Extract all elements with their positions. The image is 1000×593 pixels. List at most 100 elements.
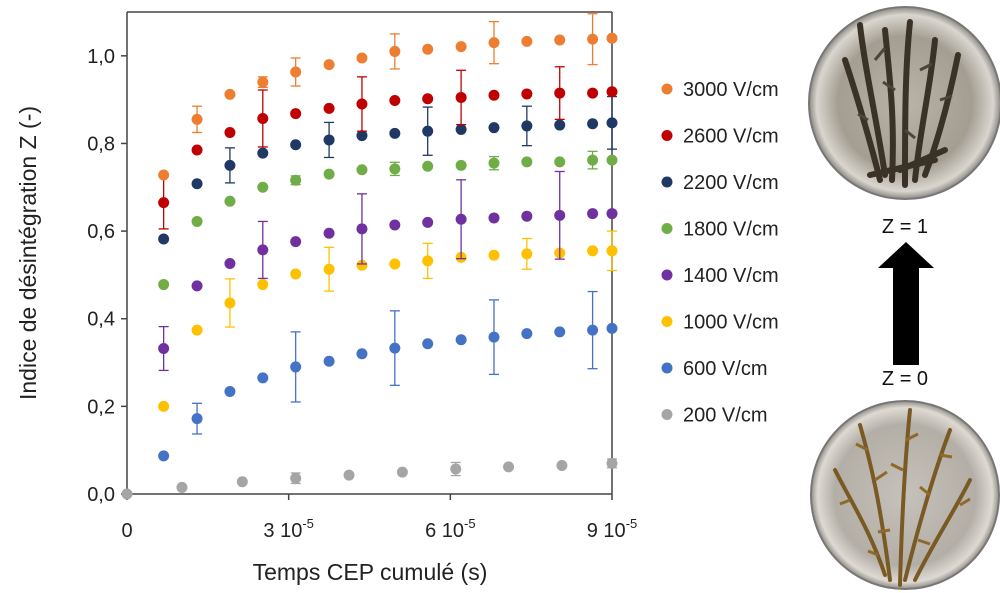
data-point (257, 244, 269, 256)
data-point (158, 450, 170, 462)
legend-label: 600 V/cm (683, 358, 767, 380)
data-point (606, 154, 618, 166)
data-point (356, 164, 368, 176)
data-point (422, 338, 434, 350)
y-tick-label: 0,8 (87, 133, 115, 155)
data-point (290, 236, 302, 248)
y-tick-label: 0,2 (87, 396, 115, 418)
data-point (257, 372, 269, 384)
y-tick-label: 0,6 (87, 221, 115, 243)
data-point (554, 119, 566, 131)
data-point (422, 125, 434, 137)
data-point (224, 88, 236, 100)
data-point (158, 343, 170, 355)
data-point (356, 52, 368, 64)
legend-label: 3000 V/cm (683, 79, 779, 101)
legend-item: 2200 V/cm (661, 172, 779, 194)
data-point (290, 268, 302, 280)
data-point (422, 43, 434, 55)
data-point (290, 66, 302, 78)
data-point (290, 174, 302, 186)
data-point (257, 147, 269, 159)
photo-intact (810, 400, 1000, 590)
legend-label: 1000 V/cm (683, 312, 779, 334)
data-point (554, 326, 566, 338)
data-point (554, 156, 566, 168)
data-point (556, 460, 568, 472)
data-point (191, 144, 203, 156)
data-point (257, 279, 269, 291)
data-point (389, 45, 401, 57)
x-tick-label: 3 10-5 (263, 516, 314, 542)
data-point (521, 88, 533, 100)
data-point (488, 122, 500, 134)
data-point (176, 481, 188, 493)
data-point (422, 93, 434, 105)
data-point (290, 108, 302, 120)
data-point (191, 178, 203, 190)
legend-item: 3000 V/cm (661, 79, 779, 101)
algae-brown-image (833, 408, 972, 587)
data-point (191, 280, 203, 292)
data-point (224, 258, 236, 270)
series-1800-vcm (158, 150, 618, 291)
y-axis-title: Indice de désintégration Z (-) (15, 106, 41, 400)
y-tick-label: 0,0 (87, 484, 115, 506)
data-point (158, 279, 170, 291)
data-point (323, 102, 335, 114)
data-point (488, 89, 500, 101)
data-point (191, 215, 203, 227)
data-point (606, 32, 618, 44)
series-2600-vcm (158, 66, 618, 230)
data-point (191, 413, 203, 425)
data-point (521, 35, 533, 47)
data-point (503, 461, 515, 473)
data-point (488, 331, 500, 343)
x-tick-label: 0 (121, 520, 132, 542)
data-point (158, 197, 170, 209)
data-point (450, 463, 462, 475)
data-point (455, 91, 467, 103)
data-point (606, 208, 618, 220)
legend: 3000 V/cm 2600 V/cm 2200 V/cm 1800 V/cm 1400… (661, 79, 779, 427)
legend-marker (661, 130, 673, 141)
data-point (257, 112, 269, 124)
data-point (587, 33, 599, 45)
legend-item: 2600 V/cm (661, 126, 779, 148)
data-point (191, 324, 203, 336)
data-point (606, 322, 618, 334)
data-point (356, 348, 368, 360)
data-point (455, 41, 467, 53)
data-point (587, 154, 599, 166)
data-point (323, 227, 335, 239)
legend-label: 2200 V/cm (683, 172, 779, 194)
data-point (587, 208, 599, 220)
data-point (389, 258, 401, 270)
x-tick-label: 6 10-5 (425, 516, 476, 542)
data-point (290, 472, 302, 484)
data-point (587, 245, 599, 257)
data-point (356, 259, 368, 271)
data-point (257, 181, 269, 193)
data-point (389, 127, 401, 139)
data-point (224, 195, 236, 207)
data-point (488, 37, 500, 49)
data-point (521, 156, 533, 168)
data-point (389, 163, 401, 175)
data-point (389, 95, 401, 107)
data-point (290, 361, 302, 373)
legend-label: 1400 V/cm (683, 265, 779, 287)
data-point (224, 297, 236, 309)
bottom-photo-label: Z = 0 (882, 368, 928, 390)
arrow-up-icon (878, 242, 934, 365)
data-point (389, 342, 401, 354)
data-point (488, 157, 500, 169)
legend-marker (661, 316, 673, 327)
data-point (587, 87, 599, 99)
y-tick-label: 0,4 (87, 309, 115, 331)
data-point (356, 130, 368, 142)
series-600-vcm (158, 290, 618, 462)
y-axis-ticks: 0,0 0,2 0,4 0,6 0,8 1,0 (87, 46, 127, 506)
data-point (606, 245, 618, 257)
